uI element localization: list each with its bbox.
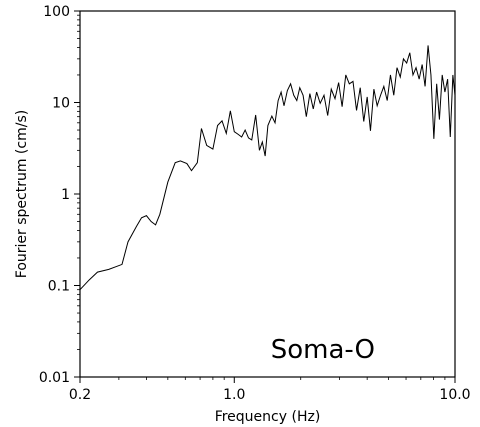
x-tick-label: 10.0 [439, 387, 470, 403]
x-tick-label: 0.2 [69, 387, 91, 403]
station-annotation: Soma-O [271, 335, 375, 365]
x-axis-ticks: 0.2 1.0 10.0 [69, 377, 471, 403]
y-tick-label: 1 [61, 187, 70, 203]
y-axis-ticks: 0.01 0.1 1 10 100 [39, 4, 80, 386]
axes-frame [79, 10, 456, 378]
x-tick-label: 1.0 [223, 387, 245, 403]
y-tick-label: 0.1 [48, 279, 70, 295]
x-axis-label: Frequency (Hz) [215, 409, 321, 425]
y-tick-label: 0.01 [39, 370, 70, 386]
y-axis-label: Fourier spectrum (cm/s) [14, 110, 30, 278]
y-tick-label: 10 [52, 96, 70, 112]
y-tick-label: 100 [43, 4, 70, 20]
series-line [79, 45, 456, 291]
